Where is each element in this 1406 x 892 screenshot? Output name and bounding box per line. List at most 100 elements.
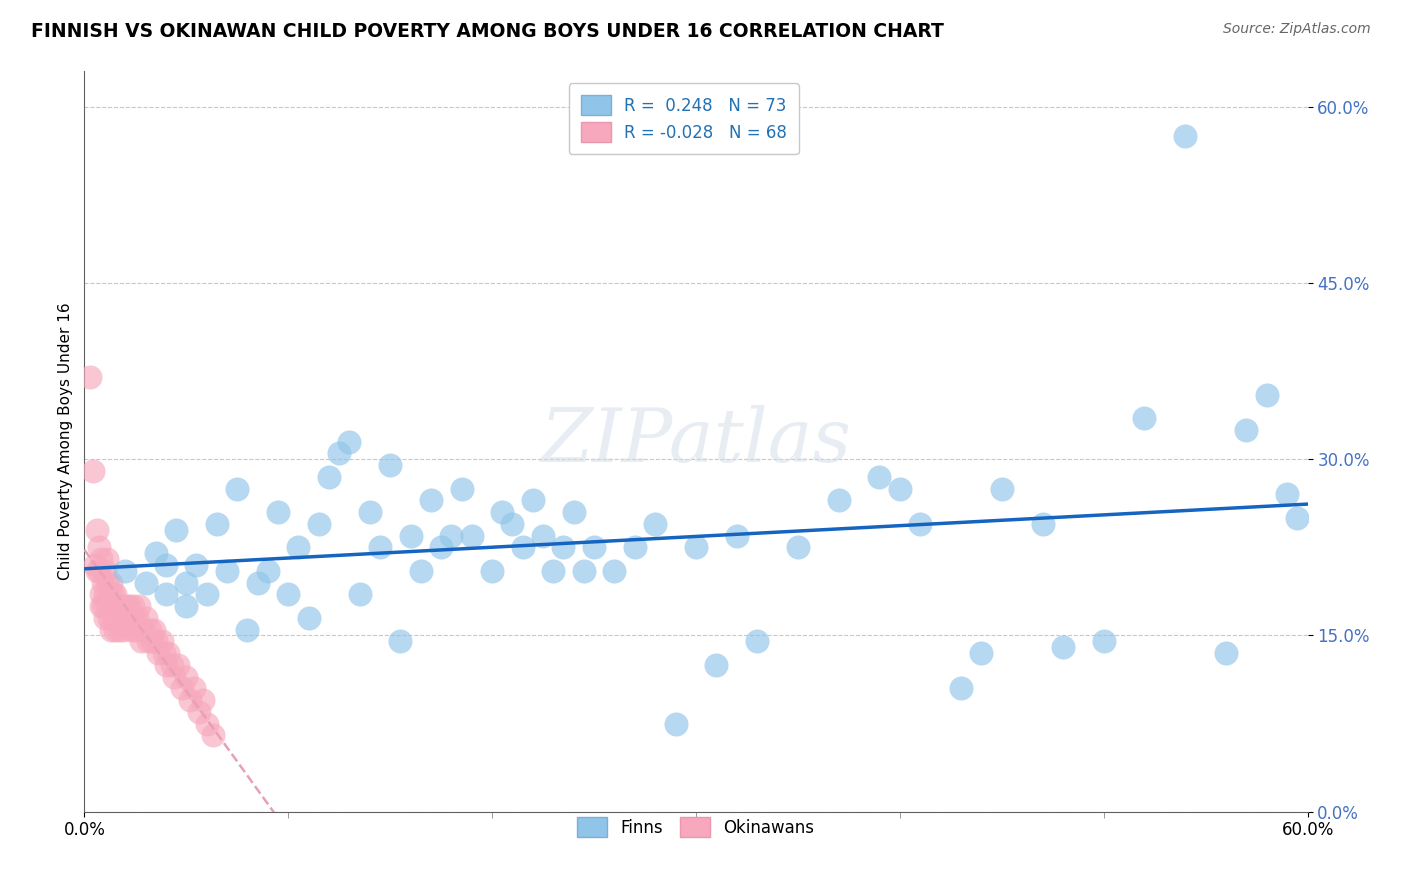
Point bbox=[118, 611, 141, 625]
Point bbox=[1277, 487, 1299, 501]
Point bbox=[889, 482, 911, 496]
Point bbox=[174, 599, 197, 613]
Point bbox=[318, 470, 340, 484]
Point bbox=[174, 669, 197, 683]
Point bbox=[191, 693, 214, 707]
Point bbox=[110, 611, 132, 625]
Point bbox=[128, 599, 150, 613]
Point bbox=[105, 611, 128, 625]
Point bbox=[155, 657, 177, 672]
Point bbox=[153, 646, 176, 660]
Point bbox=[491, 505, 513, 519]
Point bbox=[167, 657, 190, 672]
Point bbox=[110, 599, 132, 613]
Point bbox=[298, 611, 321, 625]
Point bbox=[142, 623, 165, 637]
Point bbox=[430, 541, 453, 555]
Point bbox=[380, 458, 402, 472]
Point bbox=[163, 669, 186, 683]
Point bbox=[160, 657, 183, 672]
Point bbox=[624, 541, 647, 555]
Point bbox=[910, 516, 932, 531]
Point bbox=[131, 634, 153, 648]
Point bbox=[685, 541, 707, 555]
Point bbox=[246, 575, 269, 590]
Point bbox=[86, 523, 108, 537]
Point bbox=[359, 505, 381, 519]
Point bbox=[132, 623, 155, 637]
Point bbox=[165, 523, 187, 537]
Point bbox=[104, 587, 127, 601]
Point bbox=[1236, 423, 1258, 437]
Point bbox=[172, 681, 194, 696]
Point bbox=[217, 564, 239, 578]
Point bbox=[101, 611, 124, 625]
Point bbox=[991, 482, 1014, 496]
Point bbox=[87, 564, 110, 578]
Point bbox=[205, 516, 228, 531]
Point bbox=[114, 564, 136, 578]
Point bbox=[91, 575, 114, 590]
Point bbox=[96, 552, 118, 566]
Point bbox=[87, 541, 110, 555]
Point bbox=[869, 470, 891, 484]
Point bbox=[90, 552, 112, 566]
Point bbox=[96, 575, 118, 590]
Point bbox=[349, 587, 371, 601]
Point bbox=[100, 599, 122, 613]
Point bbox=[90, 599, 112, 613]
Point bbox=[1256, 387, 1278, 401]
Point bbox=[1052, 640, 1074, 655]
Point bbox=[183, 681, 205, 696]
Point bbox=[603, 564, 626, 578]
Point bbox=[187, 705, 209, 719]
Point bbox=[90, 587, 112, 601]
Point bbox=[135, 611, 157, 625]
Text: ZIPatlas: ZIPatlas bbox=[540, 405, 852, 478]
Point bbox=[146, 646, 169, 660]
Y-axis label: Child Poverty Among Boys Under 16: Child Poverty Among Boys Under 16 bbox=[58, 302, 73, 581]
Point bbox=[93, 564, 115, 578]
Point bbox=[155, 587, 177, 601]
Point bbox=[409, 564, 432, 578]
Point bbox=[145, 634, 167, 648]
Text: Source: ZipAtlas.com: Source: ZipAtlas.com bbox=[1223, 22, 1371, 37]
Point bbox=[82, 464, 104, 478]
Point bbox=[127, 611, 149, 625]
Point bbox=[553, 541, 575, 555]
Point bbox=[135, 575, 157, 590]
Point bbox=[120, 623, 142, 637]
Point bbox=[97, 611, 120, 625]
Point bbox=[267, 505, 290, 519]
Point bbox=[101, 587, 124, 601]
Point bbox=[450, 482, 472, 496]
Point bbox=[112, 623, 135, 637]
Point bbox=[1174, 128, 1197, 143]
Point bbox=[145, 546, 167, 560]
Point bbox=[287, 541, 309, 555]
Point bbox=[174, 575, 197, 590]
Point bbox=[93, 587, 115, 601]
Point bbox=[124, 623, 146, 637]
Point bbox=[512, 541, 534, 555]
Point bbox=[115, 599, 138, 613]
Point bbox=[725, 528, 748, 542]
Point bbox=[100, 623, 122, 637]
Point bbox=[79, 370, 101, 384]
Point bbox=[155, 558, 177, 572]
Point bbox=[93, 611, 115, 625]
Point bbox=[277, 587, 299, 601]
Point bbox=[122, 599, 145, 613]
Point bbox=[328, 446, 350, 460]
Point bbox=[114, 611, 136, 625]
Point bbox=[339, 434, 361, 449]
Point bbox=[122, 611, 145, 625]
Point bbox=[399, 528, 422, 542]
Point bbox=[1092, 634, 1115, 648]
Point bbox=[96, 599, 118, 613]
Point bbox=[420, 493, 443, 508]
Point bbox=[104, 623, 127, 637]
Point bbox=[522, 493, 544, 508]
Point bbox=[543, 564, 565, 578]
Legend: Finns, Okinawans: Finns, Okinawans bbox=[571, 811, 821, 844]
